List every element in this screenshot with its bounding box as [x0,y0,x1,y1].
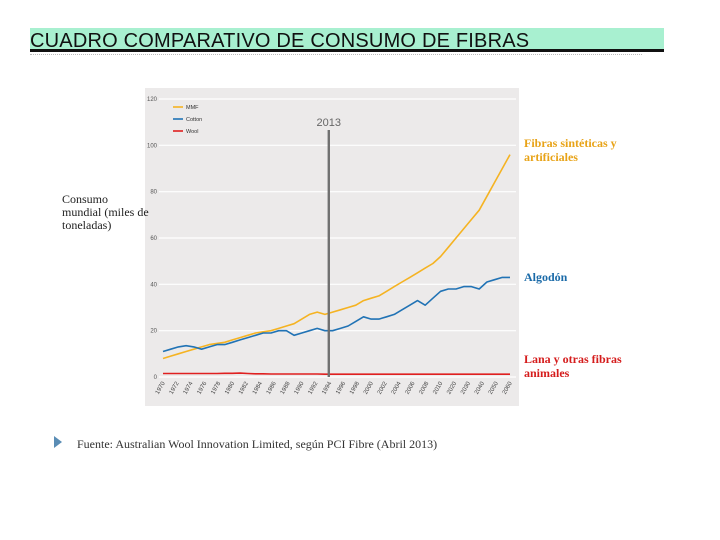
year-marker-label: 2013 [317,117,341,129]
legend-label: Cotton [186,117,202,123]
y-axis-label: Consumo mundial (miles de toneladas) [62,192,149,232]
series-line-cotton [162,276,510,353]
y-tick-label: 0 [154,375,158,381]
annotation-cotton: Algodón [524,270,568,284]
bullet-arrow-icon [54,436,62,448]
series-line-wool [163,372,510,376]
title-underline [30,49,664,52]
title-dotted-divider [30,54,642,55]
chart-background [145,88,519,406]
annotation-mmf: Fibras sintéticas y artificiales [524,136,617,164]
page-title: CUADRO COMPARATIVO DE CONSUMO DE FIBRAS [30,30,530,52]
legend-label: MMF [186,105,199,111]
annotation-wool: Lana y otras fibras animales [524,352,622,380]
series-line-mmf [162,154,511,360]
y-tick-label: 40 [150,282,157,288]
y-tick-label: 20 [150,329,157,335]
legend-label: Wool [186,129,198,135]
y-tick-label: 80 [150,190,157,196]
source-note: Fuente: Australian Wool Innovation Limit… [77,437,438,451]
y-tick-label: 120 [147,97,158,103]
y-tick-label: 100 [147,143,158,149]
y-tick-label: 60 [150,236,157,242]
title-bar [30,28,664,50]
